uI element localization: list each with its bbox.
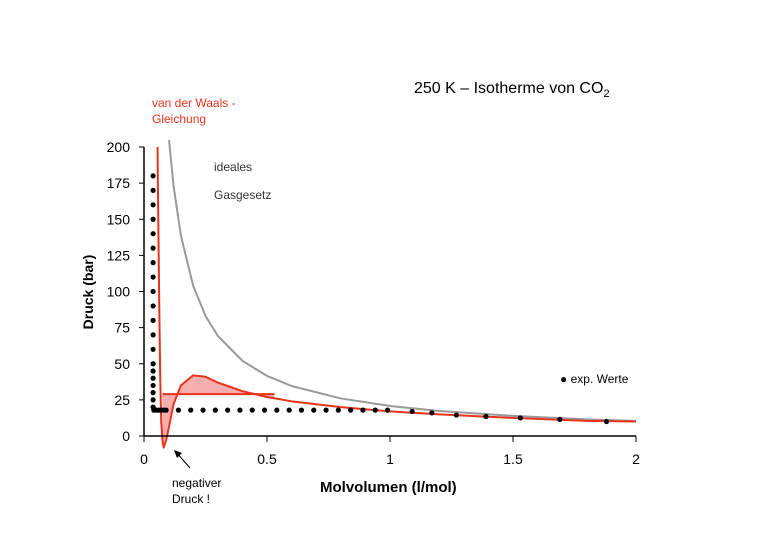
data-point xyxy=(237,407,243,413)
data-point xyxy=(150,317,156,323)
data-point xyxy=(603,418,610,425)
data-point xyxy=(150,382,156,389)
data-point xyxy=(360,407,366,413)
data-point xyxy=(261,407,268,413)
y-tick-label: 25 xyxy=(114,392,130,408)
data-point xyxy=(150,368,156,374)
data-point xyxy=(150,274,156,280)
y-tick-label: 125 xyxy=(107,247,131,263)
data-point xyxy=(150,397,156,403)
data-point xyxy=(200,407,206,413)
data-point xyxy=(409,408,415,415)
data-point xyxy=(150,202,156,208)
y-tick-label: 50 xyxy=(114,356,130,372)
data-point xyxy=(274,407,280,413)
y-tick-label: 0 xyxy=(122,428,130,444)
ideal-gas-annotation: ideales Gasgesetz xyxy=(214,160,272,202)
data-point xyxy=(212,407,218,413)
data-point xyxy=(372,407,378,413)
data-point xyxy=(348,407,354,413)
data-point xyxy=(150,173,156,179)
x-tick-label: 1.5 xyxy=(503,451,523,467)
data-point xyxy=(163,407,169,413)
data-point xyxy=(150,332,156,338)
legend-label: exp. Werte xyxy=(570,372,629,386)
y-tick-label: 175 xyxy=(107,175,131,191)
data-point xyxy=(150,390,156,396)
data-point xyxy=(298,407,305,413)
series-van-der-waals xyxy=(156,146,637,449)
data-point xyxy=(311,407,317,413)
y-tick-label: 75 xyxy=(114,320,130,336)
data-point xyxy=(483,413,489,420)
data-point xyxy=(150,187,156,193)
y-tick-label: 200 xyxy=(107,139,131,155)
data-point xyxy=(225,407,231,413)
negative-pressure-annotation: negativer Druck ! xyxy=(172,476,222,506)
data-point xyxy=(150,288,156,295)
series-ideal-gas xyxy=(168,140,637,422)
y-tick-label: 150 xyxy=(107,211,131,227)
data-point xyxy=(150,303,156,309)
data-point xyxy=(517,415,523,421)
data-point xyxy=(150,346,156,352)
data-point xyxy=(384,407,391,413)
data-point xyxy=(150,260,156,266)
x-tick-label: 1 xyxy=(386,451,394,467)
data-point xyxy=(150,216,156,222)
x-tick-label: 0.5 xyxy=(257,451,277,467)
chart-title: 250 K – Isotherme von CO2 xyxy=(414,80,610,101)
x-axis-label: Molvolumen (l/mol) xyxy=(320,479,457,496)
legend: ● exp. Werte xyxy=(560,372,628,386)
arrow-head xyxy=(174,450,182,458)
data-point xyxy=(188,407,194,413)
x-tick-label: 0 xyxy=(140,451,148,467)
data-point xyxy=(335,407,341,413)
data-point xyxy=(453,412,460,418)
data-point xyxy=(557,416,563,422)
data-point xyxy=(150,231,156,237)
data-point xyxy=(249,407,255,413)
data-point xyxy=(175,407,182,413)
x-tick-label: 2 xyxy=(632,451,640,467)
shade-upper xyxy=(190,375,275,399)
legend-marker: ● xyxy=(560,372,568,386)
data-point xyxy=(323,407,329,413)
data-point xyxy=(150,375,156,381)
y-tick-label: 100 xyxy=(107,284,131,300)
data-point xyxy=(429,410,435,416)
data-point xyxy=(150,245,156,251)
data-point xyxy=(286,407,292,413)
data-point xyxy=(150,361,156,367)
vdw-annotation: van der Waals - Gleichung xyxy=(152,96,236,126)
